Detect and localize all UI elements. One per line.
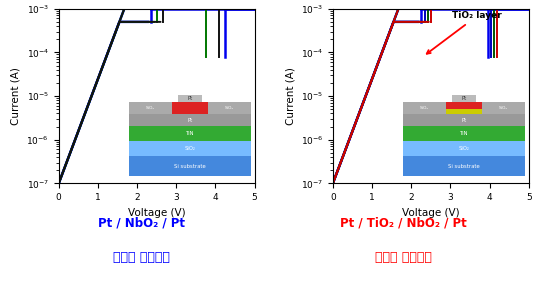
Y-axis label: Current (A): Current (A) xyxy=(11,67,21,125)
X-axis label: Voltage (V): Voltage (V) xyxy=(402,207,460,218)
Text: 구조의 선택소자: 구조의 선택소자 xyxy=(375,251,431,264)
X-axis label: Voltage (V): Voltage (V) xyxy=(128,207,185,218)
Text: Pt / TiO₂ / NbO₂ / Pt: Pt / TiO₂ / NbO₂ / Pt xyxy=(340,216,467,229)
Text: TiO₂ layer: TiO₂ layer xyxy=(427,11,502,54)
Y-axis label: Current (A): Current (A) xyxy=(285,67,295,125)
Text: 구조의 선택소자: 구조의 선택소자 xyxy=(113,251,170,264)
Text: Pt / NbO₂ / Pt: Pt / NbO₂ / Pt xyxy=(98,216,185,229)
